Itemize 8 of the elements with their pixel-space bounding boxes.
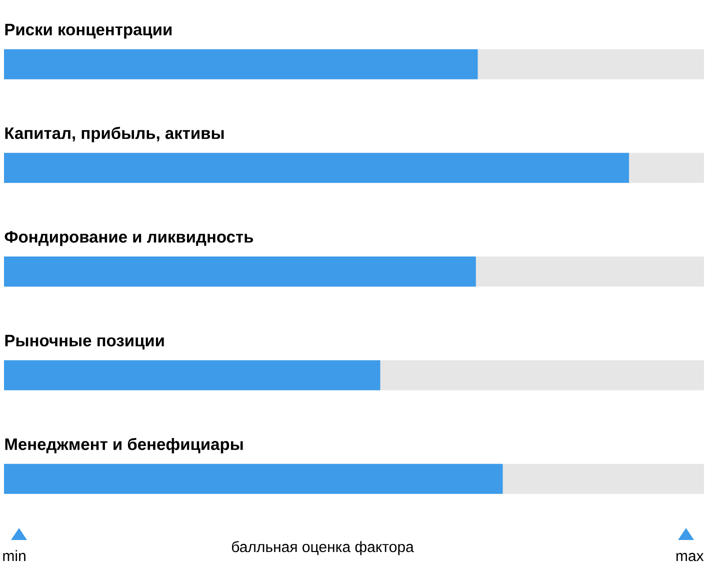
y-tick-label: Фондирование и ликвидность	[4, 231, 254, 246]
text: max	[676, 552, 704, 562]
x-axis-title: балльная оценка фактора	[232, 541, 414, 556]
y-tick-label: Менеджмент и бенефициары	[5, 438, 243, 454]
y-tick-label: Рыночные позиции	[5, 334, 164, 350]
text: min	[3, 550, 26, 562]
y-tick-label: Риски концентрации	[5, 24, 172, 39]
y-tick-label: Капитал, прибыль, активы	[5, 126, 224, 142]
